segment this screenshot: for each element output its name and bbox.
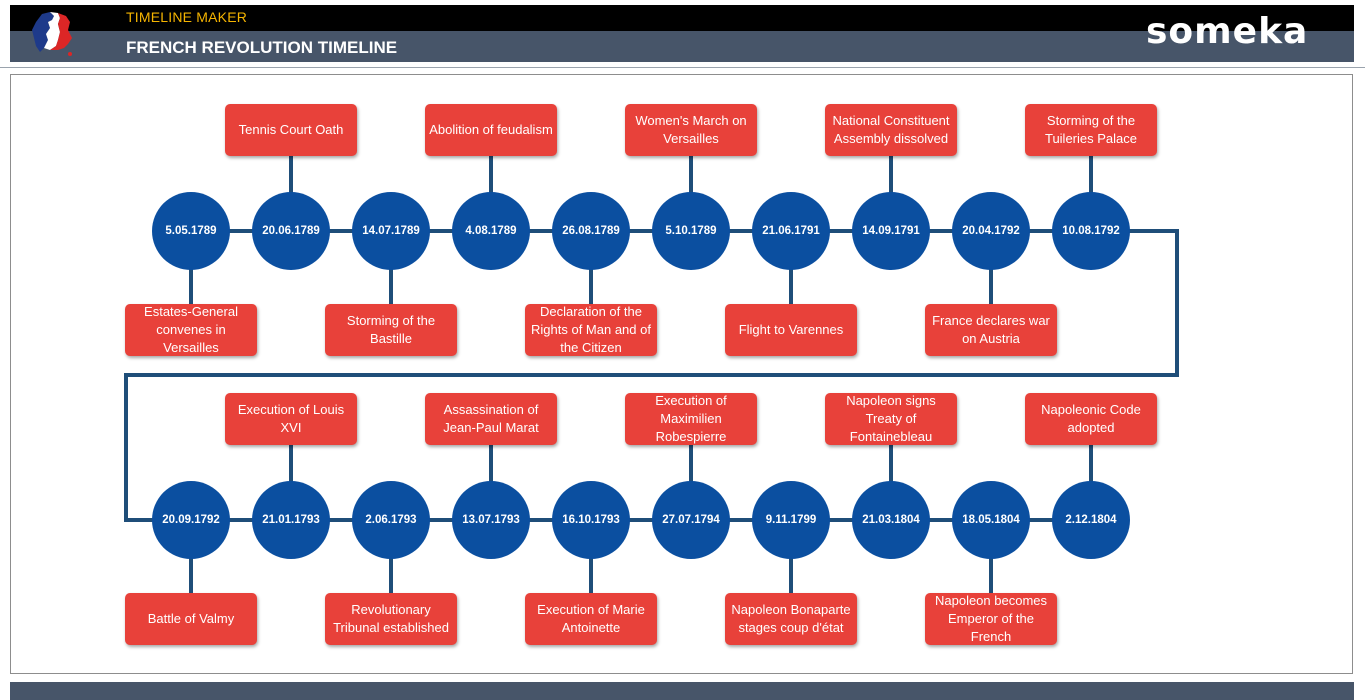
date-node: 14.09.1791 [852,192,930,270]
date-node: 10.08.1792 [1052,192,1130,270]
date-node: 26.08.1789 [552,192,630,270]
date-node: 5.10.1789 [652,192,730,270]
event-box: Storming of the Bastille [325,304,457,356]
event-box: Battle of Valmy [125,593,257,645]
date-node: 14.07.1789 [352,192,430,270]
france-map-flag-icon [32,12,72,56]
header-subtitle-bar [10,31,1354,62]
date-node: 13.07.1793 [452,481,530,559]
date-node: 20.09.1792 [152,481,230,559]
date-node: 2.06.1793 [352,481,430,559]
event-box: Revolutionary Tribunal established [325,593,457,645]
event-box: Flight to Varennes [725,304,857,356]
date-node: 4.08.1789 [452,192,530,270]
event-box: Execution of Marie Antoinette [525,593,657,645]
event-box: Declaration of the Rights of Man and of … [525,304,657,356]
date-node: 2.12.1804 [1052,481,1130,559]
date-node: 9.11.1799 [752,481,830,559]
event-box: Napoleon Bonaparte stages coup d'état [725,593,857,645]
header-title-bar [10,5,1354,31]
page-title: FRENCH REVOLUTION TIMELINE [126,38,398,57]
event-box: Assassination of Jean-Paul Marat [425,393,557,445]
event-box: Abolition of feudalism [425,104,557,156]
header-divider [0,67,1365,68]
event-box: Napoleonic Code adopted [1025,393,1157,445]
event-box: National Constituent Assembly dissolved [825,104,957,156]
event-box: Estates-General convenes in Versailles [125,304,257,356]
event-box: Napoleon becomes Emperor of the French [925,593,1057,645]
event-box: Women's March on Versailles [625,104,757,156]
date-node: 27.07.1794 [652,481,730,559]
footer-bar [10,682,1354,700]
date-node: 21.01.1793 [252,481,330,559]
date-node: 21.03.1804 [852,481,930,559]
timeline-path [124,229,1179,522]
event-box: Execution of Louis XVI [225,393,357,445]
date-node: 18.05.1804 [952,481,1030,559]
event-box: Storming of the Tuileries Palace [1025,104,1157,156]
date-node: 21.06.1791 [752,192,830,270]
date-node: 5.05.1789 [152,192,230,270]
brand-logo: someka [1146,11,1309,52]
event-box: Execution of Maximilien Robespierre [625,393,757,445]
event-box: Tennis Court Oath [225,104,357,156]
date-node: 20.04.1792 [952,192,1030,270]
event-box: Napoleon signs Treaty of Fontainebleau [825,393,957,445]
date-node: 16.10.1793 [552,481,630,559]
event-box: France declares war on Austria [925,304,1057,356]
app-title: TIMELINE MAKER [126,9,248,25]
date-node: 20.06.1789 [252,192,330,270]
